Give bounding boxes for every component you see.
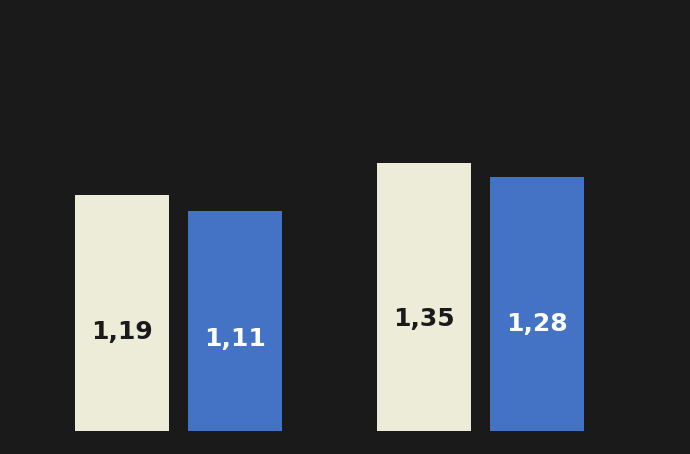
Text: 1,11: 1,11 bbox=[204, 326, 266, 350]
Text: 1,28: 1,28 bbox=[506, 312, 568, 336]
Text: 1,19: 1,19 bbox=[91, 320, 153, 344]
Text: 1,35: 1,35 bbox=[393, 306, 455, 331]
Bar bbox=[188, 211, 282, 431]
Bar bbox=[377, 163, 471, 431]
Bar bbox=[490, 177, 584, 431]
Bar bbox=[75, 195, 169, 431]
